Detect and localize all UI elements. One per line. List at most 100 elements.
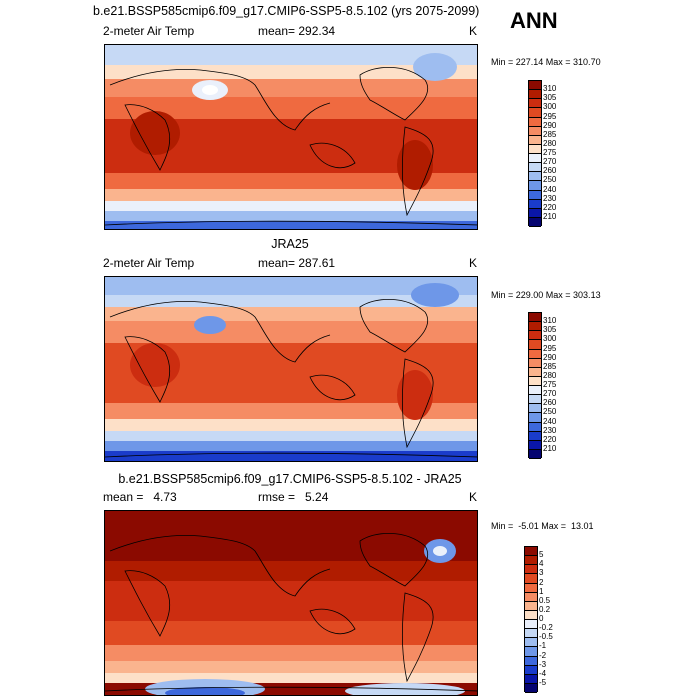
panel2-colorbar-tick-label: 280	[543, 370, 557, 380]
panel2-minmax: Min = 229.00 Max = 303.13	[491, 290, 601, 300]
panel1-colorbar-tick-label: 295	[543, 111, 557, 121]
panel2-colorbar-tick-label: 240	[543, 416, 557, 426]
panel1-colorbar-tick-label: 260	[543, 166, 557, 176]
panel1-colorbar-tick-label: 275	[543, 148, 557, 157]
panel1-colorbar-tick-label: 220	[543, 202, 557, 212]
panel3-colorbar-tick-label: 0.2	[539, 604, 551, 614]
panel1-colorbar-segment	[529, 108, 541, 118]
panel3-map	[104, 510, 478, 696]
panel1-colorbar-segment	[529, 199, 541, 209]
panel1-colorbar-tick-label: 270	[543, 157, 557, 167]
panel3-colorbar-segment	[525, 547, 537, 557]
panel2-colorbar-tick-label: 250	[543, 407, 557, 417]
panel2-colorbar-segment	[529, 322, 541, 332]
panel2-colorbar-segment	[529, 340, 541, 350]
panel3-colorbar-segment	[525, 647, 537, 657]
panel1-colorbar-tick-label: 230	[543, 193, 557, 203]
panel1-colorbar	[528, 80, 542, 227]
panel3-colorbar-segment	[525, 620, 537, 630]
panel2-colorbar-tick-label: 290	[543, 352, 557, 362]
panel2-colorbar-segment	[529, 440, 541, 450]
panel2-colorbar-segment	[529, 404, 541, 414]
panel2-colorbar-tick-label: 295	[543, 343, 557, 353]
panel3-colorbar-segment	[525, 674, 537, 684]
panel1-colorbar-tick-label: 240	[543, 184, 557, 194]
panel1-colorbar-tick-label: 250	[543, 175, 557, 185]
panel1-colorbar-segment	[529, 126, 541, 136]
case-title: b.e21.BSSP585cmip6.f09_g17.CMIP6-SSP5-8.…	[93, 4, 480, 18]
panel2-variable: 2-meter Air Temp	[103, 256, 195, 270]
panel1-colorbar-tick-label: 285	[543, 129, 557, 139]
panel2-colorbar-segment	[529, 358, 541, 368]
panel3-colorbar-tick-label: 1	[539, 586, 544, 596]
panel1-colorbar-labels: 310 305 300 295 290 285 280 275 270 260 250 240 230 2…	[528, 80, 628, 226]
panel2-colorbar-tick-label: 275	[543, 380, 557, 389]
panel2-colorbar-segment	[529, 395, 541, 405]
panel3-colorbar-segment	[525, 565, 537, 575]
panel2-title: JRA25	[271, 237, 309, 251]
panel3-colorbar-tick-label: -3	[539, 659, 547, 669]
panel3-colorbar-segment	[525, 610, 537, 620]
panel1-colorbar-segment	[529, 163, 541, 173]
panel3-colorbar-tick-label: 5	[539, 550, 544, 560]
panel3-colorbar-tick-label: 0.5	[539, 595, 551, 605]
panel3-colorbar-tick-label: -4	[539, 668, 547, 678]
panel2-colorbar-tick-label: 270	[543, 389, 557, 399]
panel2-colorbar-segment	[529, 376, 541, 386]
panel3-colorbar-segment	[525, 683, 537, 693]
panel2-colorbar-tick-label: 300	[543, 334, 557, 344]
panel3-colorbar-segment	[525, 638, 537, 648]
panel2-map	[104, 276, 478, 462]
panel3-colorbar-tick-label: -2	[539, 650, 547, 660]
panel1-colorbar-tick-label: 210	[543, 211, 557, 221]
panel1-units: K	[469, 24, 478, 38]
panel1-colorbar-segment	[529, 208, 541, 218]
panel3-colorbar-tick-label: -1	[539, 641, 547, 651]
panel1-colorbar-segment	[529, 90, 541, 100]
panel3-colorbar-segment	[525, 556, 537, 566]
panel2-colorbar-tick-label: 260	[543, 398, 557, 408]
panel1-variable: 2-meter Air Temp	[103, 24, 195, 38]
panel3-colorbar-tick-label: 4	[539, 559, 544, 569]
panel2-colorbar-tick-label: 210	[543, 443, 557, 453]
panel3-rmse: rmse = 5.24	[258, 490, 329, 504]
panel2-colorbar	[528, 312, 542, 459]
panel3-colorbar-segment	[525, 629, 537, 639]
panel2-colorbar-labels: 310 305 300 295 290 285 280 275 270 260 250 240 230 2…	[528, 312, 628, 458]
panel1-colorbar-segment	[529, 99, 541, 109]
panel3-colorbar-tick-label: 0	[539, 614, 544, 623]
panel2-colorbar-segment	[529, 331, 541, 341]
panel3-map-field	[105, 511, 477, 695]
panel2-colorbar-segment	[529, 422, 541, 432]
panel1-colorbar-segment	[529, 217, 541, 227]
panel1-mean: mean= 292.34	[258, 24, 336, 38]
panel2-units: K	[469, 256, 478, 270]
panel1-colorbar-segment	[529, 190, 541, 200]
panel3-title: b.e21.BSSP585cmip6.f09_g17.CMIP6-SSP5-8.…	[118, 472, 462, 486]
panel3-minmax: Min = -5.01 Max = 13.01	[491, 521, 594, 531]
panel1-colorbar-tick-label: 280	[543, 138, 557, 148]
panel1-map-field	[105, 45, 477, 229]
panel2-colorbar-segment	[529, 349, 541, 359]
panel3-colorbar-tick-label: -0.5	[539, 632, 553, 642]
panel2-colorbar-tick-label: 285	[543, 361, 557, 371]
panel3-units: K	[469, 490, 478, 504]
panel1-colorbar-tick-label: 305	[543, 93, 557, 103]
panel2-mean: mean= 287.61	[258, 256, 336, 270]
panel3-colorbar-tick-label: -0.2	[539, 623, 553, 633]
panel1-colorbar-segment	[529, 181, 541, 191]
panel3-colorbar-segment	[525, 574, 537, 584]
panel3-colorbar-tick-label: 3	[539, 568, 544, 578]
panel1-colorbar-segment	[529, 117, 541, 127]
panel3-colorbar-labels: 5 4 3 2 1 0.5 0.2 0 -0.2 -0.5 -1 -2 -3 -4 -5	[524, 546, 624, 692]
panel2-colorbar-tick-label: 310	[543, 316, 557, 326]
panel1-colorbar-segment	[529, 135, 541, 145]
season-label: ANN	[510, 8, 558, 33]
panel3-colorbar	[524, 546, 538, 693]
panel2-colorbar-segment	[529, 431, 541, 441]
panel2-colorbar-segment	[529, 367, 541, 377]
panel1-map	[104, 44, 478, 230]
panel1-colorbar-tick-label: 290	[543, 120, 557, 130]
panel3-colorbar-segment	[525, 601, 537, 611]
panel1-colorbar-tick-label: 310	[543, 84, 557, 94]
